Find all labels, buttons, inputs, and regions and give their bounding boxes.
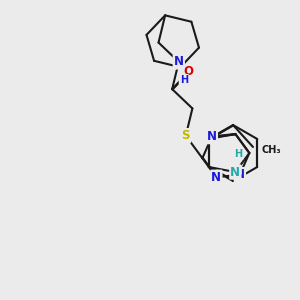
Text: N: N — [207, 130, 217, 143]
Text: S: S — [182, 129, 190, 142]
Text: CH₃: CH₃ — [261, 145, 280, 155]
Text: O: O — [184, 65, 194, 78]
Text: H: H — [180, 75, 188, 85]
Text: N: N — [230, 166, 240, 178]
Text: H: H — [234, 149, 242, 159]
Text: N: N — [212, 171, 221, 184]
Text: N: N — [235, 168, 245, 181]
Text: N: N — [174, 56, 184, 68]
